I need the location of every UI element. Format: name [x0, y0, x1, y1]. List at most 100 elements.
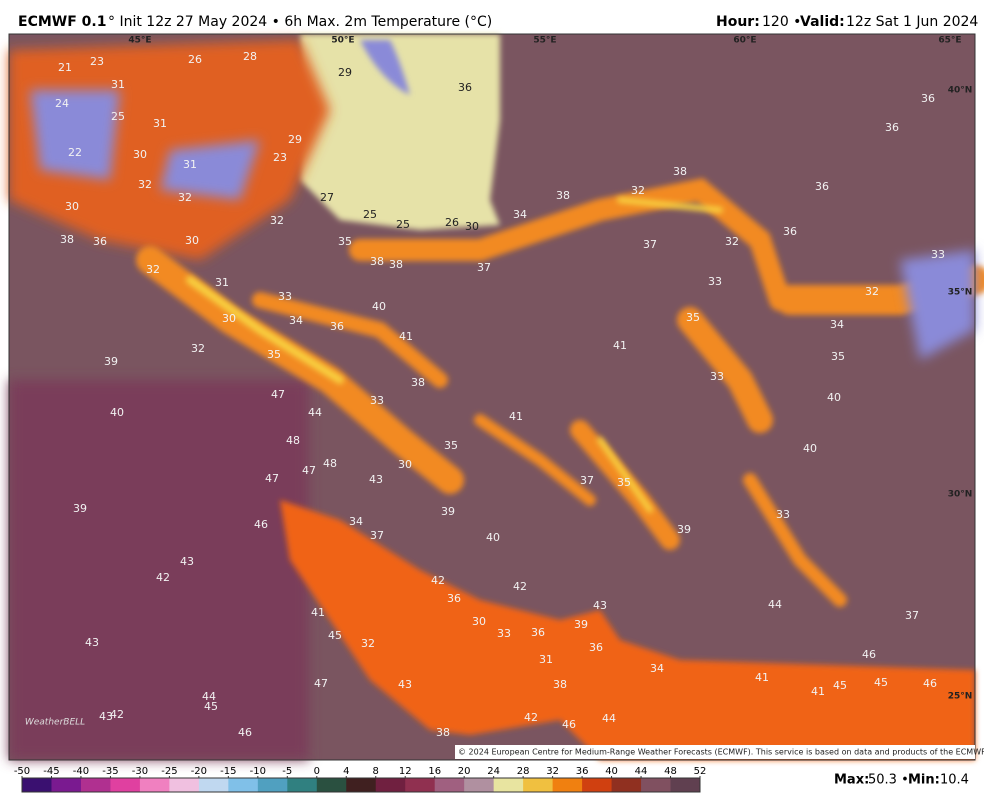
temperature-label: 43 [593, 599, 607, 612]
temperature-label: 34 [830, 318, 844, 331]
temperature-label: 33 [497, 627, 511, 640]
temperature-label: 31 [153, 117, 167, 130]
temperature-label: 30 [472, 615, 486, 628]
valid-value: 12z Sat 1 Jun 2024 [846, 14, 978, 30]
temperature-label: 38 [436, 726, 450, 739]
colorbar-segment [346, 778, 377, 792]
colorbar-tick-label: -35 [102, 766, 118, 777]
temperature-label: 40 [110, 406, 124, 419]
copyright: © 2024 European Centre for Medium-Range … [458, 748, 984, 757]
min-label: Min: [908, 773, 940, 788]
temperature-label: 40 [827, 391, 841, 404]
colorbar-tick-label: -40 [73, 766, 89, 777]
temperature-label: 29 [288, 133, 302, 146]
temperature-label: 34 [289, 314, 303, 327]
temperature-label: 33 [708, 275, 722, 288]
temperature-label: 39 [441, 505, 455, 518]
temperature-label: 32 [361, 637, 375, 650]
temperature-label: 42 [524, 711, 538, 724]
colorbar-tick-label: 32 [546, 766, 559, 777]
temperature-label: 36 [589, 641, 603, 654]
temperature-label: 44 [768, 598, 782, 611]
temperature-label: 25 [363, 208, 377, 221]
colorbar-tick-label: 8 [373, 766, 379, 777]
temperature-label: 39 [73, 502, 87, 515]
colorbar-segment [464, 778, 495, 792]
temperature-label: 47 [302, 464, 316, 477]
temperature-label: 38 [370, 255, 384, 268]
temperature-label: 27 [320, 191, 334, 204]
temperature-label: 31 [539, 653, 553, 666]
temperature-label: 33 [931, 248, 945, 261]
hour-value: 120 • [762, 14, 801, 30]
temperature-label: 36 [531, 626, 545, 639]
temperature-label: 46 [862, 648, 876, 661]
temperature-label: 37 [905, 609, 919, 622]
temperature-label: 22 [68, 146, 82, 159]
colorbar-segment [582, 778, 613, 792]
temperature-label: 38 [553, 678, 567, 691]
temperature-label: 36 [885, 121, 899, 134]
colorbar-segment [51, 778, 82, 792]
temperature-label: 36 [93, 235, 107, 248]
temperature-label: 37 [477, 261, 491, 274]
temperature-label: 42 [156, 571, 170, 584]
temperature-label: 38 [389, 258, 403, 271]
temperature-label: 43 [99, 710, 113, 723]
init-info: ° Init 12z 27 May 2024 • 6h Max. 2m Temp… [108, 14, 492, 30]
colorbar-segment [316, 778, 347, 792]
cool-area [360, 40, 410, 95]
temperature-label: 33 [776, 508, 790, 521]
temperature-label: 30 [222, 312, 236, 325]
colorbar-tick-label: -45 [43, 766, 59, 777]
colorbar-tick-label: -20 [191, 766, 207, 777]
temperature-label: 26 [445, 216, 459, 229]
colorbar-segment [228, 778, 259, 792]
temperature-label: 42 [110, 708, 124, 721]
temperature-label: 43 [85, 636, 99, 649]
colorbar-segment [434, 778, 465, 792]
temperature-label: 32 [138, 178, 152, 191]
temperature-label: 46 [254, 518, 268, 531]
temperature-label: 35 [831, 350, 845, 363]
temperature-label: 41 [509, 410, 523, 423]
temperature-label: 44 [308, 406, 322, 419]
temperature-label: 45 [204, 700, 218, 713]
caucasus-cool [30, 90, 260, 200]
temperature-label: 33 [710, 370, 724, 383]
temperature-label: 36 [815, 180, 829, 193]
temperature-label: 37 [370, 529, 384, 542]
valid-label: Valid: [800, 14, 845, 30]
map: © 2024 European Centre for Medium-Range … [8, 33, 984, 761]
max-label: Max: [834, 773, 869, 788]
colorbar-segment [670, 778, 701, 792]
temperature-label: 45 [874, 676, 888, 689]
colorbar-segment [611, 778, 642, 792]
latitude-label: 35°N [948, 288, 973, 298]
temperature-label: 36 [447, 592, 461, 605]
temperature-label: 32 [146, 263, 160, 276]
temperature-label: 41 [755, 671, 769, 684]
colorbar-tick-label: 48 [664, 766, 677, 777]
temperature-label: 41 [613, 339, 627, 352]
temperature-label: 34 [513, 208, 527, 221]
temperature-label: 48 [323, 457, 337, 470]
temperature-label: 31 [215, 276, 229, 289]
colorbar-tick-label: 40 [605, 766, 618, 777]
hour-label: Hour: [716, 14, 760, 30]
temperature-label: 39 [104, 355, 118, 368]
temperature-label: 35 [444, 439, 458, 452]
temperature-label: 32 [631, 184, 645, 197]
map-frame [8, 33, 976, 761]
temperature-label: 46 [923, 677, 937, 690]
colorbar-segment [110, 778, 141, 792]
longitude-label: 65°E [938, 36, 961, 46]
latitude-label: 25°N [948, 692, 973, 702]
temperature-label: 21 [58, 61, 72, 74]
colorbar-tick-label: 44 [635, 766, 648, 777]
colorbar-segment [139, 778, 170, 792]
temperature-label: 41 [811, 685, 825, 698]
temperature-label: 31 [183, 158, 197, 171]
